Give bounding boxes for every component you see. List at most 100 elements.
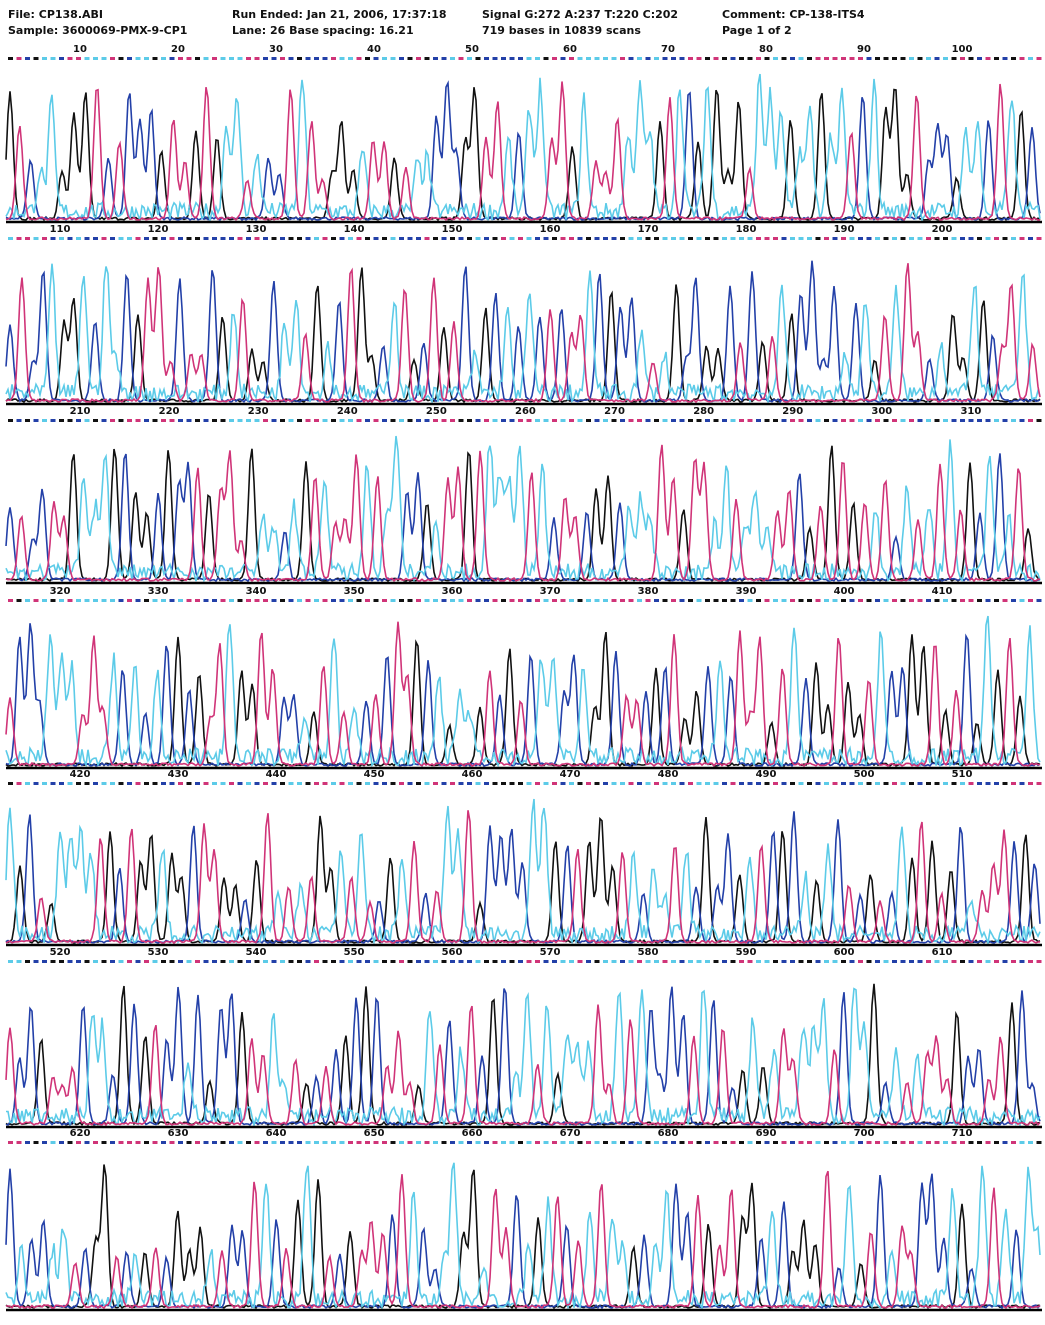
- base-call: [739, 960, 744, 963]
- base-call: [34, 960, 39, 963]
- base-call: [705, 1141, 710, 1144]
- position-label: 190: [834, 224, 855, 235]
- base-call: [408, 1141, 413, 1144]
- base-call: [688, 237, 693, 240]
- base-call: [136, 960, 141, 963]
- base-call: [34, 782, 39, 785]
- base-call: [952, 782, 957, 785]
- position-label: 220: [159, 406, 180, 417]
- base-call: [773, 782, 778, 785]
- position-label: 520: [50, 947, 71, 958]
- position-label: 230: [248, 406, 269, 417]
- base-call: [119, 1141, 124, 1144]
- base-call: [603, 419, 608, 422]
- base-call: [765, 960, 770, 963]
- base-call: [637, 419, 642, 422]
- base-call: [654, 237, 659, 240]
- base-call: [986, 599, 991, 602]
- base-call: [255, 237, 260, 240]
- base-call: [17, 419, 22, 422]
- base-call: [646, 960, 651, 963]
- base-call: [17, 237, 22, 240]
- base-call: [518, 1141, 523, 1144]
- base-call: [85, 237, 90, 240]
- base-call: [331, 237, 336, 240]
- base-call: [8, 599, 13, 602]
- base-call: [501, 782, 506, 785]
- base-call: [739, 782, 744, 785]
- base-call: [272, 599, 277, 602]
- base-call: [170, 960, 175, 963]
- base-call: [246, 782, 251, 785]
- base-call: [552, 419, 557, 422]
- base-call: [561, 1141, 566, 1144]
- base-call: [204, 419, 209, 422]
- base-call: [365, 782, 370, 785]
- base-call: [612, 1141, 617, 1144]
- base-call: [620, 599, 625, 602]
- base-call: [136, 782, 141, 785]
- base-call: [892, 782, 897, 785]
- base-call: [280, 960, 285, 963]
- base-call: [731, 57, 736, 60]
- base-call: [229, 960, 234, 963]
- base-call: [841, 960, 846, 963]
- base-call: [59, 599, 64, 602]
- base-call: [637, 960, 642, 963]
- base-call: [977, 782, 982, 785]
- base-call: [374, 1141, 379, 1144]
- base-call: [238, 599, 243, 602]
- base-call: [960, 237, 965, 240]
- base-call: [51, 782, 56, 785]
- base-call: [1028, 1141, 1033, 1144]
- base-call: [263, 57, 268, 60]
- base-call: [348, 419, 353, 422]
- base-call: [620, 57, 625, 60]
- base-call: [790, 1141, 795, 1144]
- base-call: [1003, 237, 1008, 240]
- base-call: [816, 57, 821, 60]
- base-call: [34, 599, 39, 602]
- base-call: [263, 782, 268, 785]
- base-call: [646, 57, 651, 60]
- base-call: [408, 960, 413, 963]
- base-call: [153, 1141, 158, 1144]
- base-call: [926, 237, 931, 240]
- base-call: [578, 599, 583, 602]
- base-call: [467, 599, 472, 602]
- base-call: [595, 960, 600, 963]
- base-call: [144, 419, 149, 422]
- base-call: [756, 419, 761, 422]
- base-call: [986, 782, 991, 785]
- base-call: [901, 1141, 906, 1144]
- base-call: [416, 419, 421, 422]
- base-call: [348, 57, 353, 60]
- base-call: [314, 419, 319, 422]
- base-call: [901, 237, 906, 240]
- base-call: [501, 960, 506, 963]
- base-call: [340, 57, 345, 60]
- base-call: [306, 782, 311, 785]
- base-call: [960, 782, 965, 785]
- base-call: [909, 782, 914, 785]
- base-call: [867, 1141, 872, 1144]
- base-call: [323, 419, 328, 422]
- base-call: [884, 419, 889, 422]
- base-call: [127, 1141, 132, 1144]
- position-label: 590: [736, 947, 757, 958]
- base-call: [119, 782, 124, 785]
- position-label: 300: [871, 406, 892, 417]
- base-call: [297, 419, 302, 422]
- base-call: [484, 57, 489, 60]
- base-call: [544, 57, 549, 60]
- base-call: [858, 57, 863, 60]
- base-call: [731, 960, 736, 963]
- base-call: [773, 419, 778, 422]
- base-call: [229, 599, 234, 602]
- base-call: [433, 57, 438, 60]
- base-call: [518, 599, 523, 602]
- base-call: [425, 960, 430, 963]
- position-label: 40: [367, 44, 381, 55]
- base-call: [578, 1141, 583, 1144]
- base-call: [476, 782, 481, 785]
